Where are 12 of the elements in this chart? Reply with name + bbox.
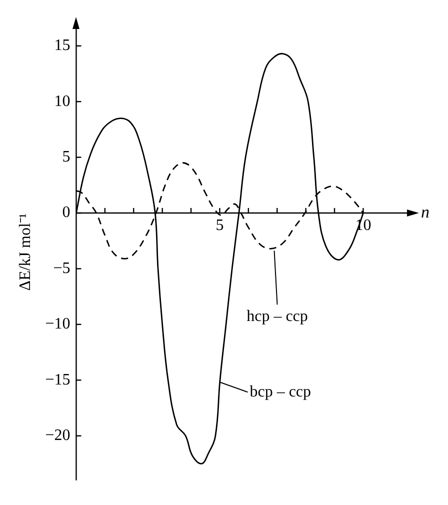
annotation: hcp – ccp [246, 308, 308, 325]
y-tick-label: −20 [45, 427, 70, 444]
y-tick-label: 0 [62, 204, 70, 222]
y-tick-label: −5 [53, 260, 70, 277]
y-tick-label: 5 [62, 148, 70, 166]
annotation: bcp – ccp [250, 383, 312, 400]
y-tick-label: 10 [54, 92, 70, 110]
y-axis-title: ΔE/kJ mol⁻¹ [16, 213, 34, 291]
y-tick-label: −15 [45, 371, 70, 388]
x-axis-title: n [421, 202, 430, 222]
y-tick-label: −10 [45, 316, 70, 333]
y-tick-label: 15 [54, 37, 70, 54]
